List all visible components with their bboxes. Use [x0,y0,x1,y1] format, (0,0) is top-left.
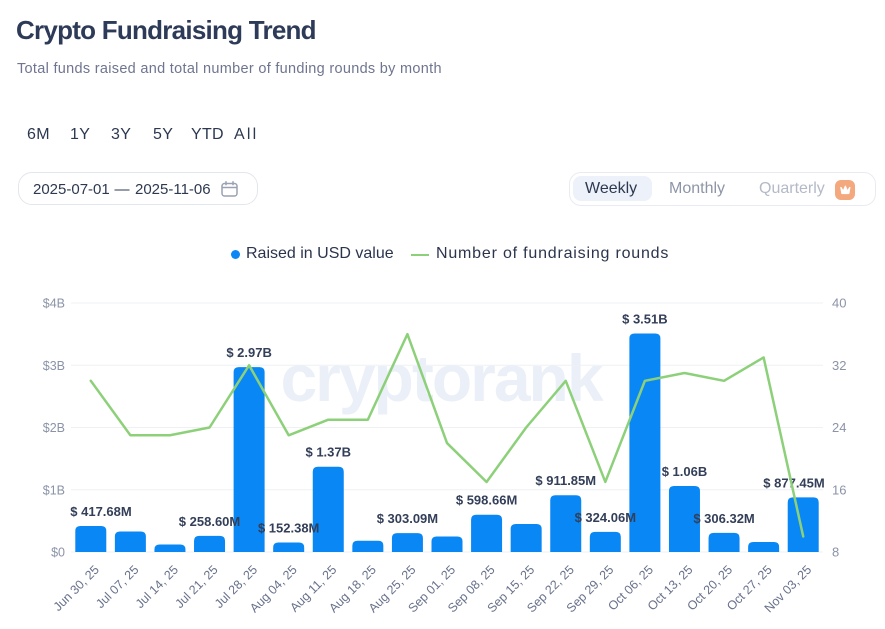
svg-text:$ 598.66M: $ 598.66M [456,493,517,508]
svg-text:$ 1.37B: $ 1.37B [305,445,351,460]
svg-text:16: 16 [832,482,846,497]
svg-text:$ 324.06M: $ 324.06M [575,510,636,525]
svg-text:8: 8 [832,545,839,560]
svg-text:$0: $0 [51,546,65,560]
svg-text:$ 306.32M: $ 306.32M [693,511,754,526]
svg-text:40: 40 [832,296,846,311]
svg-text:$ 417.68M: $ 417.68M [70,504,131,519]
svg-text:$2B: $2B [43,421,65,435]
svg-text:$ 258.60M: $ 258.60M [179,514,240,529]
svg-text:$1B: $1B [43,483,65,497]
svg-text:$ 2.97B: $ 2.97B [226,345,272,360]
svg-text:Jun 30, 25: Jun 30, 25 [51,563,102,614]
svg-text:$ 1.06B: $ 1.06B [662,464,708,479]
svg-text:$3B: $3B [43,359,65,373]
svg-text:$ 911.85M: $ 911.85M [535,473,596,488]
svg-text:cryptorank: cryptorank [280,341,603,415]
svg-text:$ 303.09M: $ 303.09M [377,511,438,526]
svg-text:$4B: $4B [43,297,65,311]
svg-text:$ 3.51B: $ 3.51B [622,312,668,327]
svg-text:$ 877.45M: $ 877.45M [763,475,824,490]
svg-text:32: 32 [832,358,846,373]
svg-text:24: 24 [832,420,846,435]
svg-text:$ 152.38M: $ 152.38M [258,521,319,536]
